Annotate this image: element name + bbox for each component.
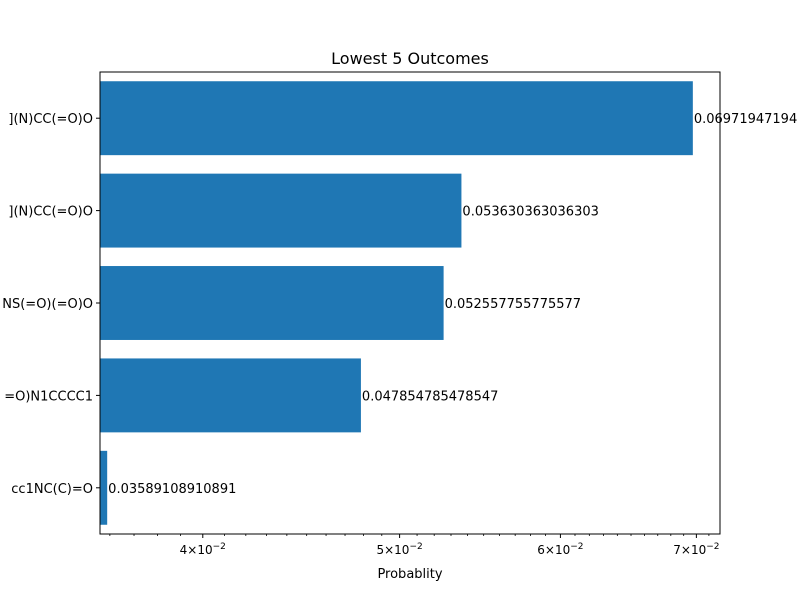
- bar-value-label: 0.03589108910891: [108, 482, 236, 497]
- bar-value-label: 0.052557755775577: [445, 297, 581, 312]
- bar-value-label: 0.053630363036303: [462, 205, 598, 220]
- x-tick-label: 6×10−2: [537, 542, 583, 557]
- y-axis: ](N)CC(=O)O ](N)CC(=O)O NS(=O)(=O)O =O)N1CC…: [2, 112, 100, 497]
- x-axis: 4×10−2 5×10−2 6×10−2 7×10−2: [109, 534, 720, 557]
- y-tick-label: ](N)CC(=O)O: [8, 112, 93, 127]
- bar: [100, 358, 361, 433]
- chart-title: Lowest 5 Outcomes: [331, 49, 489, 68]
- y-tick-label: NS(=O)(=O)O: [2, 297, 93, 312]
- y-tick-label: ](N)CC(=O)O: [8, 205, 93, 220]
- x-tick-label: 5×10−2: [376, 542, 422, 557]
- bar: [100, 450, 108, 525]
- bar: [100, 266, 444, 340]
- y-tick-label: cc1NC(C)=O: [11, 482, 93, 497]
- x-tick-label: 7×10−2: [673, 542, 719, 557]
- x-tick-label: 4×10−2: [180, 542, 226, 557]
- y-tick-label: =O)N1CCCC1: [4, 389, 93, 404]
- bar-value-label: 0.06971947194: [694, 112, 797, 127]
- plot-frame: [99, 71, 721, 535]
- bar: [100, 81, 693, 156]
- bars-layer: [100, 81, 693, 525]
- bar: [100, 173, 462, 248]
- x-axis-label: Probablity: [377, 567, 442, 582]
- bar-value-label: 0.047854785478547: [362, 389, 498, 404]
